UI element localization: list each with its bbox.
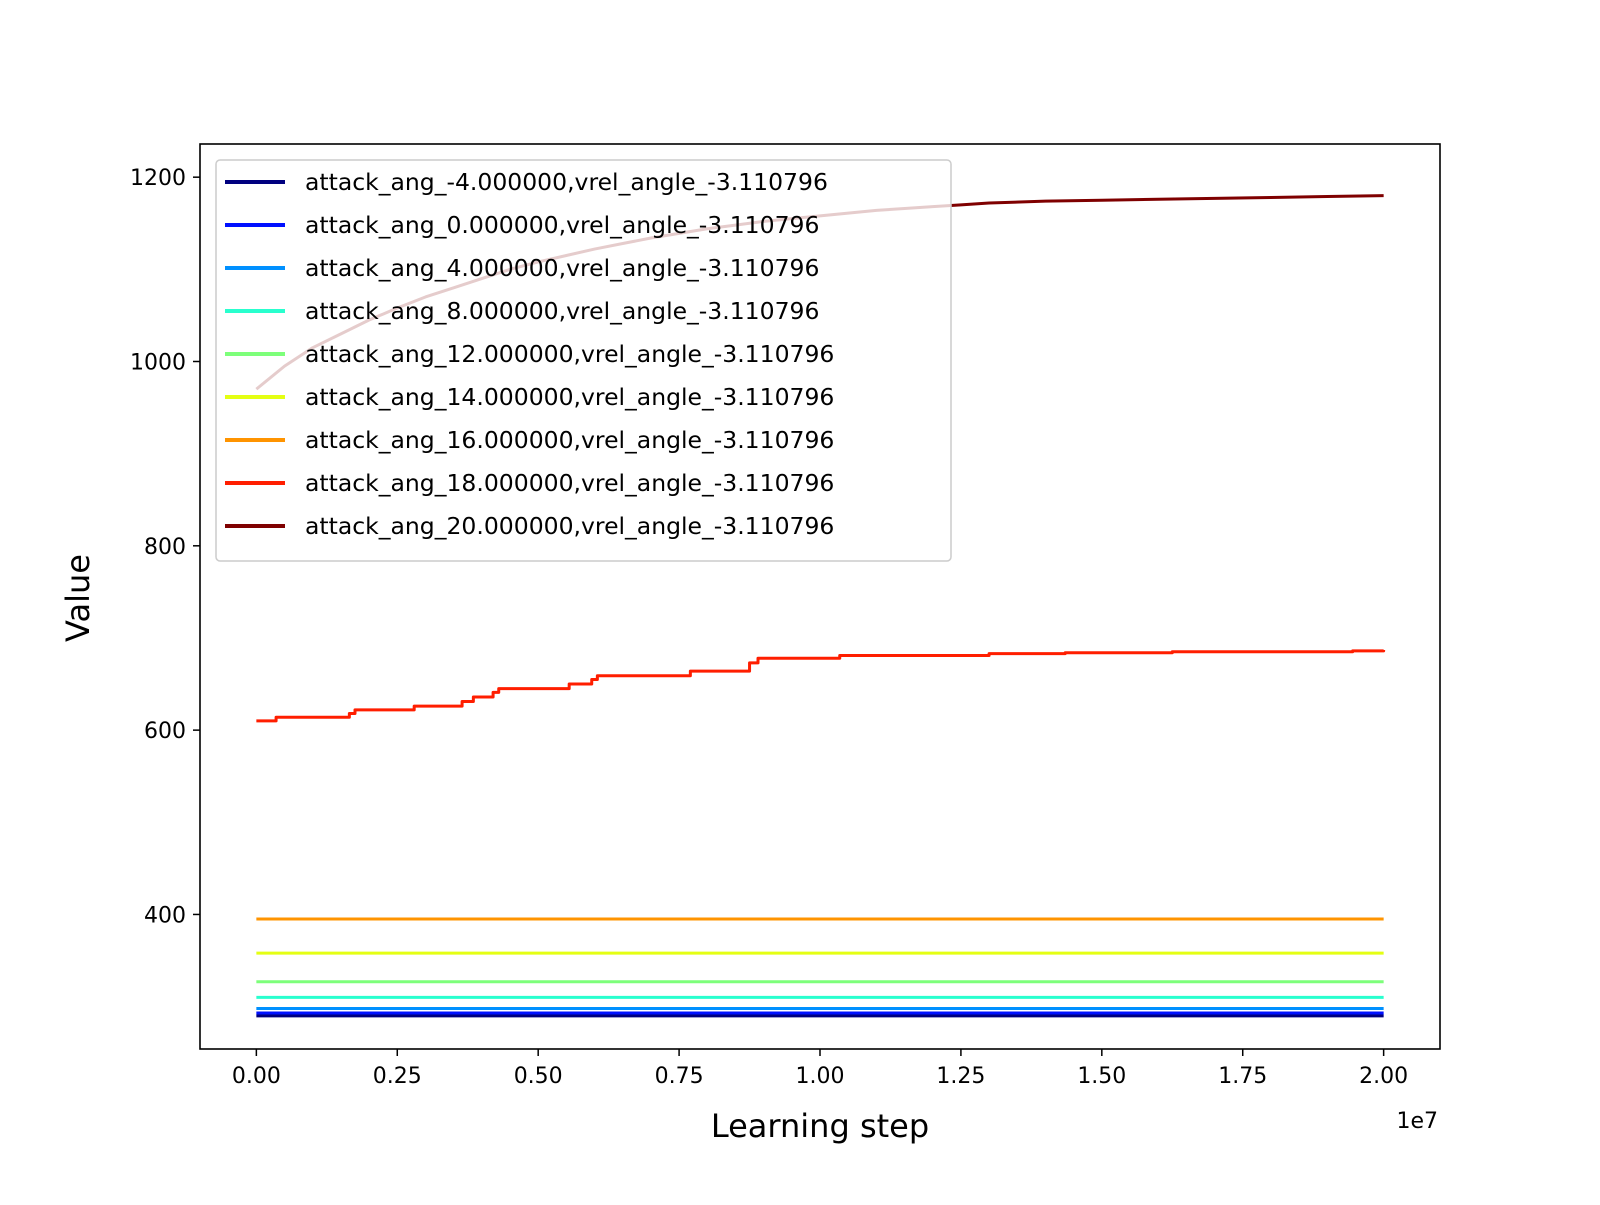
y-tick-label-4: 1200 <box>130 166 186 191</box>
legend-label-5: attack_ang_14.000000,vrel_angle_-3.11079… <box>305 383 834 411</box>
y-tick-label-1: 600 <box>144 719 186 744</box>
legend: attack_ang_-4.000000,vrel_angle_-3.11079… <box>215 159 952 562</box>
y-tick-label-0: 400 <box>144 903 186 928</box>
legend-label-2: attack_ang_4.000000,vrel_angle_-3.110796 <box>305 254 819 282</box>
legend-label-1: attack_ang_0.000000,vrel_angle_-3.110796 <box>305 211 819 239</box>
x-tick-label-3: 0.75 <box>655 1064 704 1089</box>
x-tick-label-4: 1.00 <box>796 1064 845 1089</box>
x-axis-offset-label: 1e7 <box>1396 1109 1438 1134</box>
legend-label-8: attack_ang_20.000000,vrel_angle_-3.11079… <box>305 512 834 540</box>
x-axis-title: Learning step <box>711 1107 929 1145</box>
legend-box <box>215 159 952 562</box>
series-line-7 <box>256 649 1386 723</box>
x-tick-label-7: 1.75 <box>1218 1064 1267 1089</box>
x-tick-label-2: 0.50 <box>514 1064 563 1089</box>
legend-label-7: attack_ang_18.000000,vrel_angle_-3.11079… <box>305 469 834 497</box>
y-axis-title: Value <box>59 554 97 642</box>
x-axis: 0.00 0.25 0.50 0.75 1.00 1.25 1.50 1.75 2.00 <box>232 1049 1408 1089</box>
legend-label-3: attack_ang_8.000000,vrel_angle_-3.110796 <box>305 297 819 325</box>
legend-label-4: attack_ang_12.000000,vrel_angle_-3.11079… <box>305 340 834 368</box>
y-tick-label-3: 1000 <box>130 350 186 375</box>
legend-label-0: attack_ang_-4.000000,vrel_angle_-3.11079… <box>305 168 828 196</box>
x-tick-label-5: 1.25 <box>936 1064 985 1089</box>
x-tick-label-1: 0.25 <box>373 1064 422 1089</box>
y-axis: 400 600 800 1000 1200 <box>130 166 200 928</box>
y-tick-label-2: 800 <box>144 535 186 560</box>
x-tick-label-6: 1.50 <box>1077 1064 1126 1089</box>
x-tick-label-0: 0.00 <box>232 1064 281 1089</box>
legend-label-6: attack_ang_16.000000,vrel_angle_-3.11079… <box>305 426 834 454</box>
x-tick-label-8: 2.00 <box>1359 1064 1408 1089</box>
